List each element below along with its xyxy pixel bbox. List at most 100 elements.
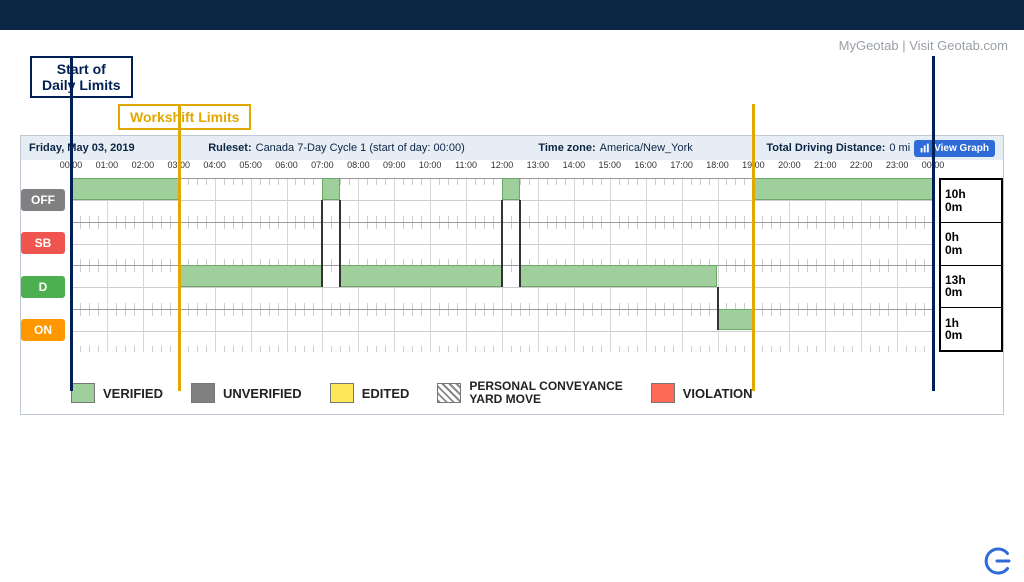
- hour-label: 16:00: [634, 160, 657, 170]
- app-topbar: [0, 0, 1024, 30]
- annotation-workshift: Workshift Limits: [118, 104, 251, 130]
- hour-label: 18:00: [706, 160, 729, 170]
- workshift-limit-line: [178, 104, 181, 391]
- tz-value: America/New_York: [600, 142, 693, 154]
- header-date: Friday, May 03, 2019: [29, 142, 135, 154]
- daily-limit-line: [70, 56, 73, 391]
- swatch-unverified: [191, 383, 215, 403]
- transition-connector: [501, 200, 503, 287]
- hour-label: 20:00: [778, 160, 801, 170]
- duty-block[interactable]: [718, 309, 754, 331]
- legend-edited-label: EDITED: [362, 386, 410, 401]
- header-distance-group: Total Driving Distance: 0 mi View Graph: [766, 140, 995, 157]
- totals-cell: 13h0m: [941, 266, 1001, 309]
- swatch-pc: [437, 383, 461, 403]
- graph-body: OFFSBDON 00:0001:0002:0003:0004:0005:000…: [21, 160, 1003, 414]
- brand-right[interactable]: Visit Geotab.com: [909, 38, 1008, 53]
- duty-block[interactable]: [340, 265, 502, 287]
- hour-scale: 00:0001:0002:0003:0004:0005:0006:0007:00…: [71, 160, 933, 178]
- hour-label: 22:00: [850, 160, 873, 170]
- bar-chart-icon: [920, 143, 930, 153]
- totals-column: 10h0m0h0m13h0m1h0m: [939, 178, 1003, 352]
- totals-minutes: 0m: [945, 244, 997, 257]
- totals-hours: 10h: [945, 188, 997, 201]
- view-graph-label: View Graph: [934, 143, 989, 154]
- tz-label: Time zone:: [538, 142, 595, 154]
- hour-label: 12:00: [491, 160, 514, 170]
- annotation-daily-limits: Start of Daily Limits: [30, 56, 133, 98]
- swatch-edited: [330, 383, 354, 403]
- hour-label: 06:00: [275, 160, 298, 170]
- duty-block[interactable]: [71, 178, 179, 200]
- hour-label: 04:00: [203, 160, 226, 170]
- legend-pc-line2: YARD MOVE: [469, 392, 541, 406]
- duty-block[interactable]: [179, 265, 323, 287]
- header-timezone: Time zone: America/New_York: [538, 142, 692, 154]
- legend-verified-label: VERIFIED: [103, 386, 163, 401]
- hour-label: 02:00: [132, 160, 155, 170]
- transition-connector: [339, 200, 341, 287]
- lane-on: [71, 309, 933, 353]
- totals-minutes: 0m: [945, 286, 997, 299]
- swatch-verified: [71, 383, 95, 403]
- annotation-daily-line2: Daily Limits: [42, 77, 121, 93]
- totals-cell: 0h0m: [941, 223, 1001, 266]
- hour-label: 01:00: [96, 160, 119, 170]
- transition-connector: [717, 287, 719, 331]
- legend-unverified: UNVERIFIED: [191, 383, 302, 403]
- status-label-sb: SB: [21, 232, 65, 254]
- lanes: [71, 178, 933, 352]
- status-label-on: ON: [21, 319, 65, 341]
- hour-label: 08:00: [347, 160, 370, 170]
- legend-unverified-label: UNVERIFIED: [223, 386, 302, 401]
- corner-logo: [980, 546, 1014, 576]
- hos-graph-panel: Friday, May 03, 2019 Ruleset: Canada 7-D…: [20, 135, 1004, 415]
- brand-left[interactable]: MyGeotab: [839, 38, 899, 53]
- dist-value: 0 mi: [889, 142, 910, 154]
- totals-cell: 1h0m: [941, 308, 1001, 350]
- totals-minutes: 0m: [945, 201, 997, 214]
- totals-hours: 0h: [945, 231, 997, 244]
- hour-label: 09:00: [383, 160, 406, 170]
- hour-label: 10:00: [419, 160, 442, 170]
- totals-minutes: 0m: [945, 329, 997, 342]
- legend-pc: PERSONAL CONVEYANCEYARD MOVE: [437, 380, 622, 405]
- legend-pc-label: PERSONAL CONVEYANCEYARD MOVE: [469, 380, 622, 405]
- daily-limit-line: [932, 56, 935, 391]
- ruleset-label: Ruleset:: [208, 142, 251, 154]
- transition-connector: [321, 200, 323, 287]
- swatch-violation: [651, 383, 675, 403]
- ruleset-value: Canada 7-Day Cycle 1 (start of day: 00:0…: [256, 142, 465, 154]
- annotation-daily-line1: Start of: [42, 61, 121, 77]
- chart-area: 00:0001:0002:0003:0004:0005:0006:0007:00…: [71, 160, 933, 352]
- workshift-limit-line: [752, 104, 755, 391]
- hour-label: 07:00: [311, 160, 334, 170]
- duty-block[interactable]: [322, 178, 340, 200]
- hour-label: 11:00: [455, 160, 477, 170]
- transition-connector: [519, 200, 521, 287]
- annotation-workshift-label: Workshift Limits: [130, 109, 239, 125]
- status-label-off: OFF: [21, 189, 65, 211]
- duty-block[interactable]: [520, 265, 718, 287]
- brand-line: MyGeotab | Visit Geotab.com: [839, 38, 1008, 53]
- duty-block[interactable]: [502, 178, 520, 200]
- hour-label: 15:00: [598, 160, 621, 170]
- hour-label: 23:00: [886, 160, 909, 170]
- panel-header: Friday, May 03, 2019 Ruleset: Canada 7-D…: [21, 136, 1003, 160]
- hour-label: 21:00: [814, 160, 837, 170]
- hour-label: 17:00: [670, 160, 693, 170]
- view-graph-button[interactable]: View Graph: [914, 140, 995, 157]
- duty-block[interactable]: [753, 178, 933, 200]
- brand-sep: |: [899, 38, 910, 53]
- legend: VERIFIED UNVERIFIED EDITED PERSONAL CONV…: [71, 378, 995, 408]
- dist-label: Total Driving Distance:: [766, 142, 885, 154]
- legend-violation-label: VIOLATION: [683, 386, 753, 401]
- legend-verified: VERIFIED: [71, 383, 163, 403]
- header-ruleset: Ruleset: Canada 7-Day Cycle 1 (start of …: [208, 142, 465, 154]
- status-label-d: D: [21, 276, 65, 298]
- logo-icon: [980, 546, 1014, 576]
- totals-cell: 10h0m: [941, 180, 1001, 223]
- hour-label: 14:00: [563, 160, 586, 170]
- legend-edited: EDITED: [330, 383, 410, 403]
- hour-label: 13:00: [527, 160, 550, 170]
